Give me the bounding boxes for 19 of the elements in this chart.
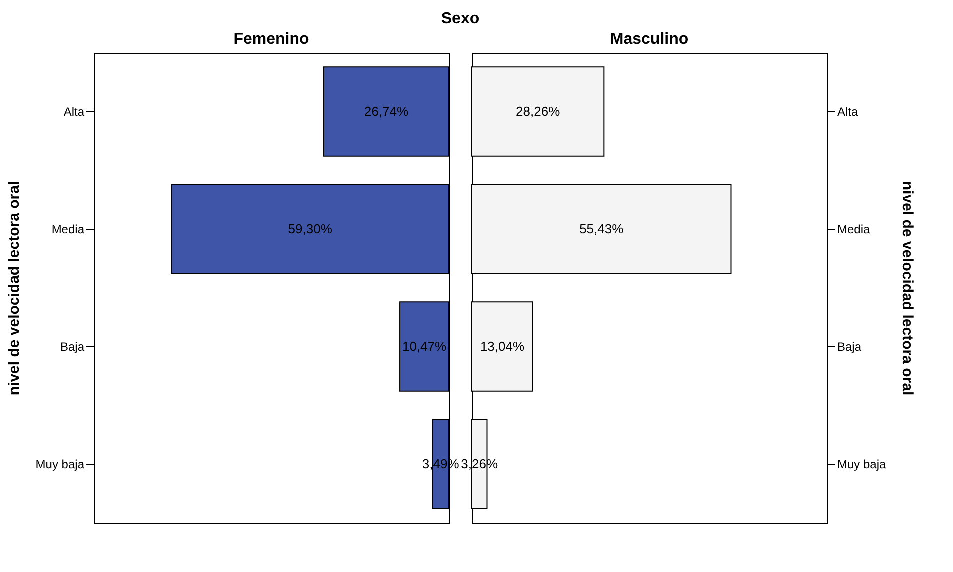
data-label: 10,47% [402, 338, 447, 354]
data-label: 59,30% [288, 221, 333, 236]
y-tick-label: Muy baja [36, 457, 85, 472]
data-label: 55,43% [580, 221, 624, 236]
data-label: 26,74% [364, 104, 409, 119]
y-tick-label: Baja [838, 340, 862, 354]
y-axis-title: nivel de velocidad lectora oral [6, 181, 23, 396]
data-label: 28,26% [516, 104, 561, 119]
y-axis-title: nivel de velocidad lectora oral [899, 181, 916, 396]
y-tick-label: Media [52, 222, 85, 236]
y-tick-label: Alta [838, 104, 859, 119]
text: Sexo [441, 10, 480, 28]
data-label: 13,04% [480, 338, 525, 354]
y-tick-label: Media [838, 222, 871, 236]
chart-title: Femenino [234, 31, 310, 48]
y-tick-label: Alta [64, 104, 85, 119]
y-tick-label: Muy baja [838, 457, 887, 472]
y-tick-label: Baja [60, 340, 85, 354]
chart-title: Masculino [610, 31, 689, 48]
